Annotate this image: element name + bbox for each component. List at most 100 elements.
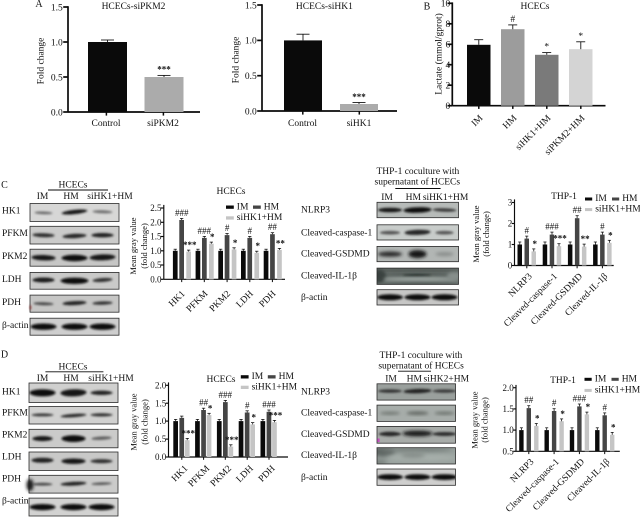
svg-text:siHK1+HM: siHK1+HM — [88, 374, 134, 384]
svg-text:#: # — [525, 226, 530, 236]
svg-text:1.5: 1.5 — [51, 3, 63, 13]
svg-text:β-actin: β-actin — [301, 293, 328, 303]
svg-text:siHK1+HM: siHK1+HM — [595, 205, 640, 215]
svg-text:HM: HM — [406, 193, 422, 203]
svg-text:###: ### — [262, 400, 276, 410]
svg-text:(fold change): (fold change) — [481, 211, 491, 257]
svg-text:Cleaved-IL-1β: Cleaved-IL-1β — [301, 272, 357, 282]
svg-text:Cleaved-caspase-1: Cleaved-caspase-1 — [301, 409, 372, 419]
svg-text:*: * — [233, 238, 238, 248]
svg-text:0: 0 — [446, 102, 451, 112]
svg-text:*: * — [251, 413, 256, 423]
svg-text:***: *** — [157, 65, 171, 75]
svg-text:0.0: 0.0 — [51, 108, 63, 118]
svg-text:(fold change): (fold change) — [139, 223, 149, 269]
svg-text:β-actin: β-actin — [301, 473, 328, 483]
svg-text:β-actin: β-actin — [2, 497, 29, 507]
svg-text:0.0: 0.0 — [155, 452, 167, 462]
svg-text:IM: IM — [37, 374, 49, 384]
svg-text:Control: Control — [91, 119, 120, 129]
svg-text:Control: Control — [288, 119, 317, 129]
svg-text:siHK1+HM: siHK1+HM — [87, 192, 133, 202]
svg-text:0.5: 0.5 — [245, 72, 257, 82]
svg-text:IM: IM — [37, 192, 49, 202]
svg-text:Lactate (mmol/gprot): Lactate (mmol/gprot) — [434, 13, 445, 95]
svg-text:1.0: 1.0 — [155, 416, 167, 426]
svg-text:PKM2: PKM2 — [2, 252, 28, 262]
svg-text:HCECs: HCECs — [216, 187, 245, 197]
svg-text:HCECs: HCECs — [206, 375, 235, 385]
svg-text:2.0: 2.0 — [155, 380, 167, 390]
svg-text:Cleaved-caspase-1: Cleaved-caspase-1 — [301, 228, 372, 238]
svg-text:Cleaved-GSDMD: Cleaved-GSDMD — [301, 430, 370, 440]
svg-text:0: 0 — [508, 261, 513, 271]
svg-text:6: 6 — [446, 41, 451, 51]
svg-text:***: *** — [269, 410, 283, 420]
svg-text:###: ### — [198, 226, 212, 236]
svg-text:1.5: 1.5 — [245, 1, 257, 11]
svg-text:*: * — [535, 414, 540, 424]
svg-text:HK1: HK1 — [2, 207, 21, 217]
svg-text:supernatant of HCECs: supernatant of HCECs — [375, 176, 461, 187]
svg-text:HK1: HK1 — [2, 388, 21, 398]
svg-text:*: * — [210, 232, 215, 242]
svg-text:1.0: 1.0 — [150, 246, 162, 256]
svg-text:###: ### — [573, 394, 587, 404]
svg-text:Mean gray value: Mean gray value — [129, 393, 139, 450]
svg-text:PFKM: PFKM — [2, 229, 28, 239]
svg-text:NLRP3: NLRP3 — [301, 206, 330, 216]
svg-text:1.0: 1.0 — [502, 425, 514, 435]
svg-text:***: *** — [225, 435, 239, 445]
svg-text:IM: IM — [385, 375, 397, 385]
svg-text:HCECs: HCECs — [58, 363, 87, 373]
svg-text:siHK1+HM: siHK1+HM — [252, 383, 298, 393]
svg-text:siHK1: siHK1 — [347, 119, 372, 129]
svg-text:0.0: 0.0 — [150, 274, 162, 284]
svg-text:NLRP3: NLRP3 — [301, 388, 330, 398]
svg-text:*: * — [586, 402, 591, 412]
svg-text:#: # — [248, 226, 253, 236]
svg-text:*: * — [544, 43, 549, 53]
svg-text:4: 4 — [446, 61, 451, 71]
svg-text:Fold change: Fold change — [232, 37, 242, 84]
svg-text:PDH: PDH — [2, 298, 21, 308]
svg-text:PFKM: PFKM — [2, 409, 28, 419]
svg-text:HM: HM — [279, 372, 295, 382]
svg-text:Fold change: Fold change — [37, 38, 47, 85]
svg-text:1: 1 — [508, 240, 513, 250]
svg-text:LDH: LDH — [2, 275, 22, 285]
svg-text:***: *** — [352, 92, 366, 102]
svg-text:###: ### — [219, 390, 233, 400]
svg-text:**: ** — [581, 234, 591, 244]
svg-text:THP-1: THP-1 — [551, 192, 577, 202]
svg-text:2.0: 2.0 — [150, 217, 162, 227]
svg-text:HM: HM — [63, 374, 79, 384]
svg-text:B: B — [424, 2, 431, 13]
svg-text:#: # — [552, 398, 557, 408]
svg-text:1.0: 1.0 — [245, 37, 257, 47]
svg-text:*: * — [560, 409, 565, 419]
svg-text:A: A — [35, 0, 43, 10]
svg-text:3: 3 — [508, 198, 513, 208]
svg-text:*: * — [611, 422, 616, 432]
svg-text:1.0: 1.0 — [51, 38, 63, 48]
svg-text:###: ### — [545, 222, 559, 232]
svg-text:2: 2 — [508, 219, 513, 229]
svg-text:#: # — [600, 222, 605, 232]
svg-text:***: *** — [183, 240, 197, 250]
svg-text:0.0: 0.0 — [245, 107, 257, 117]
svg-text:HCECs-siHK1: HCECs-siHK1 — [296, 2, 353, 12]
svg-text:*: * — [256, 241, 261, 251]
svg-text:siHK2+HM: siHK2+HM — [424, 375, 470, 385]
svg-text:Mean gray value: Mean gray value — [471, 205, 481, 262]
svg-text:IM: IM — [381, 193, 393, 203]
svg-text:siHK1+HM: siHK1+HM — [237, 213, 283, 223]
svg-text:#: # — [510, 15, 515, 25]
svg-text:*: * — [533, 239, 538, 249]
svg-text:siHK1+HM: siHK1+HM — [423, 193, 469, 203]
svg-text:LDH: LDH — [2, 453, 22, 463]
svg-text:##: ## — [573, 205, 583, 215]
svg-text:D: D — [1, 350, 8, 361]
svg-text:8: 8 — [446, 20, 451, 30]
svg-text:HM: HM — [622, 374, 638, 384]
